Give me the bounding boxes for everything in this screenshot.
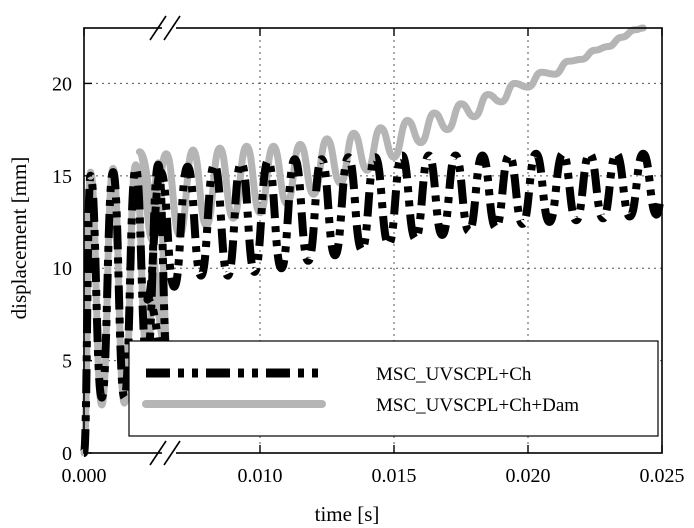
axis-ticks: 0 5 10 15 20 0.000 0.010 0.015 0.020 0.025 (52, 28, 685, 487)
x-tick-label: 0.020 (506, 465, 551, 487)
y-tick-label: 15 (52, 166, 72, 188)
axis-break-marks (149, 15, 181, 466)
y-tick-label: 20 (52, 73, 72, 95)
axis-break-slash (149, 440, 167, 466)
x-tick-label: 0.025 (640, 465, 685, 487)
axis-break-gap (162, 25, 176, 31)
legend-box (128, 340, 659, 437)
axis-break-gap (162, 450, 176, 456)
axis-break-slash (163, 15, 181, 41)
series-layer (80, 24, 666, 457)
y-tick-label: 0 (62, 443, 72, 465)
legend: MSC_UVSCPL+Ch MSC_UVSCPL+Ch+Dam (128, 340, 659, 437)
legend-label-series-1: MSC_UVSCPL+Ch (376, 364, 532, 385)
y-tick-label: 5 (62, 351, 72, 373)
y-tick-label: 10 (52, 258, 72, 280)
legend-label-series-2: MSC_UVSCPL+Ch+Dam (376, 395, 579, 416)
x-tick-label: 0.010 (238, 465, 283, 487)
axis-break-slash (149, 15, 167, 41)
series-line-1 (80, 149, 666, 457)
plot-frame (83, 27, 663, 454)
x-tick-label: 0.015 (372, 465, 417, 487)
x-axis-label: time [s] (315, 502, 380, 526)
y-axis-label: displacement [mm] (7, 157, 31, 320)
axis-break-slash (163, 440, 181, 466)
x-tick-label: 0.000 (62, 465, 107, 487)
